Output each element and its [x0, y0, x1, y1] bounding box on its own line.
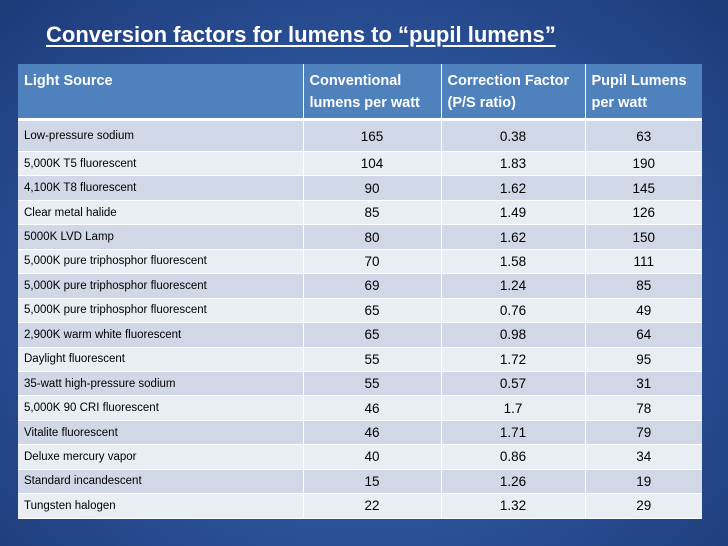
conventional-lumens-cell: 40 [303, 444, 442, 470]
conventional-lumens-cell: 55 [303, 371, 442, 397]
correction-factor-cell: 1.7 [441, 395, 586, 421]
light-source-cell: 5,000K 90 CRI fluorescent [18, 395, 304, 421]
conventional-lumens-cell: 55 [303, 347, 442, 372]
light-source-cell: Vitalite fluorescent [18, 420, 304, 446]
table-body: Low-pressure sodium 165 0.38 63 5,000K T5 fl… [18, 119, 702, 519]
correction-factor-cell: 1.62 [441, 175, 586, 201]
correction-factor-cell: 1.24 [441, 273, 586, 299]
table-row: 5,000K pure triphosphor fluorescent 70 1.5… [18, 249, 702, 275]
conventional-lumens-cell: 104 [303, 151, 442, 177]
pupil-lumens-cell: 78 [585, 395, 702, 421]
pupil-lumens-cell: 64 [585, 322, 702, 348]
pupil-lumens-cell: 190 [585, 151, 702, 177]
conventional-lumens-cell: 46 [303, 395, 442, 421]
table-row: 5,000K T5 fluorescent 104 1.83 190 [18, 151, 702, 177]
correction-factor-cell: 0.76 [441, 298, 586, 324]
light-source-cell: Tungsten halogen [18, 493, 304, 519]
table-header-row: Light Source Conventional lumens per wat… [18, 64, 702, 121]
pupil-lumens-cell: 19 [585, 469, 702, 495]
light-source-cell: 35-watt high-pressure sodium [18, 371, 304, 397]
pupil-lumens-cell: 85 [585, 273, 702, 299]
conversion-table: Light Source Conventional lumens per wat… [18, 64, 702, 519]
conventional-lumens-cell: 65 [303, 298, 442, 324]
correction-factor-cell: 1.58 [441, 249, 586, 275]
table-row: 5,000K pure triphosphor fluorescent 69 1.2… [18, 273, 702, 299]
pupil-lumens-cell: 31 [585, 371, 702, 397]
pupil-lumens-cell: 79 [585, 420, 702, 446]
correction-factor-cell: 0.86 [441, 444, 586, 470]
correction-factor-cell: 1.62 [441, 224, 586, 250]
light-source-cell: Standard incandescent [18, 469, 304, 495]
correction-factor-cell: 0.57 [441, 371, 586, 397]
table-row: Vitalite fluorescent 46 1.71 79 [18, 420, 702, 446]
correction-factor-cell: 1.72 [441, 347, 586, 372]
table-row: 4,100K T8 fluorescent 90 1.62 145 [18, 175, 702, 201]
conventional-lumens-cell: 46 [303, 420, 442, 446]
conventional-lumens-cell: 85 [303, 200, 442, 226]
light-source-cell: 5000K LVD Lamp [18, 224, 304, 250]
table-row: 2,900K warm white fluorescent 65 0.98 64 [18, 322, 702, 348]
correction-factor-cell: 1.83 [441, 151, 586, 177]
light-source-cell: 5,000K pure triphosphor fluorescent [18, 273, 304, 299]
header-light-source: Light Source [18, 64, 304, 121]
table-row: 5,000K 90 CRI fluorescent 46 1.7 78 [18, 395, 702, 421]
light-source-cell: 5,000K pure triphosphor fluorescent [18, 298, 304, 324]
table-row: Clear metal halide 85 1.49 126 [18, 200, 702, 226]
conventional-lumens-cell: 69 [303, 273, 442, 299]
table-row: Daylight fluorescent 55 1.72 95 [18, 347, 702, 372]
conventional-lumens-cell: 65 [303, 322, 442, 348]
conventional-lumens-cell: 165 [303, 119, 442, 152]
table-row: 5,000K pure triphosphor fluorescent 65 0.7… [18, 298, 702, 324]
header-correction-factor: Correction Factor (P/S ratio) [441, 64, 586, 121]
table-row: Deluxe mercury vapor 40 0.86 34 [18, 444, 702, 470]
conventional-lumens-cell: 22 [303, 493, 442, 519]
pupil-lumens-cell: 145 [585, 175, 702, 201]
correction-factor-cell: 1.49 [441, 200, 586, 226]
conventional-lumens-cell: 15 [303, 469, 442, 495]
correction-factor-cell: 1.71 [441, 420, 586, 446]
table-row: 5000K LVD Lamp 80 1.62 150 [18, 224, 702, 250]
header-conventional-lumens: Conventional lumens per watt [303, 64, 442, 121]
table-row: Tungsten halogen 22 1.32 29 [18, 493, 702, 519]
pupil-lumens-cell: 126 [585, 200, 702, 226]
light-source-cell: Daylight fluorescent [18, 347, 304, 372]
correction-factor-cell: 1.32 [441, 493, 586, 519]
conventional-lumens-cell: 70 [303, 249, 442, 275]
light-source-cell: Clear metal halide [18, 200, 304, 226]
pupil-lumens-cell: 63 [585, 119, 702, 152]
table-row: Standard incandescent 15 1.26 19 [18, 469, 702, 495]
table-row: 35-watt high-pressure sodium 55 0.57 31 [18, 371, 702, 397]
table-row: Low-pressure sodium 165 0.38 63 [18, 119, 702, 152]
conventional-lumens-cell: 80 [303, 224, 442, 250]
correction-factor-cell: 0.38 [441, 119, 586, 152]
header-pupil-lumens: Pupil Lumens per watt [585, 64, 702, 121]
light-source-cell: 5,000K T5 fluorescent [18, 151, 304, 177]
light-source-cell: Deluxe mercury vapor [18, 444, 304, 470]
slide-title: Conversion factors for lumens to “pupil … [46, 22, 556, 47]
pupil-lumens-cell: 111 [585, 249, 702, 275]
correction-factor-cell: 0.98 [441, 322, 586, 348]
light-source-cell: 2,900K warm white fluorescent [18, 322, 304, 348]
correction-factor-cell: 1.26 [441, 469, 586, 495]
pupil-lumens-cell: 150 [585, 224, 702, 250]
light-source-cell: Low-pressure sodium [18, 119, 304, 152]
pupil-lumens-cell: 95 [585, 347, 702, 372]
pupil-lumens-cell: 29 [585, 493, 702, 519]
pupil-lumens-cell: 49 [585, 298, 702, 324]
light-source-cell: 5,000K pure triphosphor fluorescent [18, 249, 304, 275]
pupil-lumens-cell: 34 [585, 444, 702, 470]
conventional-lumens-cell: 90 [303, 175, 442, 201]
light-source-cell: 4,100K T8 fluorescent [18, 175, 304, 201]
